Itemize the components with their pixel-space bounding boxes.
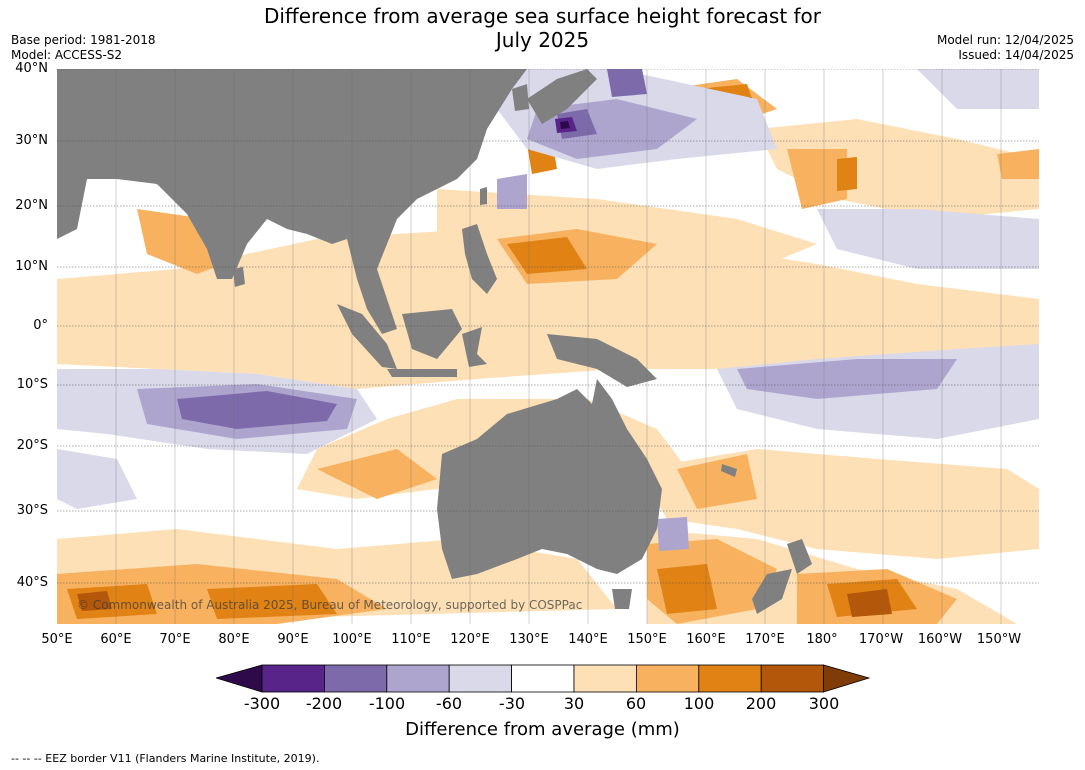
lon-label-110e: 110°E bbox=[391, 632, 431, 647]
map-title: Difference from average sea surface heig… bbox=[0, 4, 1085, 52]
colorbar-tick: 200 bbox=[745, 694, 777, 713]
lat-label-10s: 10°S bbox=[16, 377, 48, 392]
land-new-zealand-north bbox=[787, 539, 812, 574]
lat-label-20s: 20°S bbox=[16, 438, 48, 453]
land-asia bbox=[57, 69, 527, 334]
copyright-notice: © Commonwealth of Australia 2025, Bureau… bbox=[77, 598, 583, 612]
sea-level-map bbox=[57, 69, 1039, 624]
footer-note: -- -- -- EEZ border V11 (Flanders Marine… bbox=[11, 752, 320, 765]
lon-label-160e: 160°E bbox=[686, 632, 726, 647]
land-borneo bbox=[402, 309, 462, 359]
title-line-2: July 2025 bbox=[495, 28, 590, 52]
colorbar-swatch-10 bbox=[823, 664, 870, 693]
lon-label-120e: 120°E bbox=[450, 632, 490, 647]
land-new-zealand-south bbox=[752, 569, 792, 614]
lat-label-10n: 10°N bbox=[15, 259, 48, 274]
colorbar-tick: -30 bbox=[498, 694, 526, 713]
land-new-caledonia bbox=[721, 464, 737, 477]
title-line-1: Difference from average sea surface heig… bbox=[263, 4, 822, 28]
colorbar-swatch-7 bbox=[635, 664, 700, 693]
land-japan bbox=[527, 69, 597, 124]
model-name: Model: ACCESS-S2 bbox=[11, 48, 123, 62]
meridians bbox=[115, 69, 1002, 624]
colorbar-tick: 300 bbox=[808, 694, 840, 713]
base-period: Base period: 1981-2018 bbox=[11, 33, 156, 47]
lon-label-150e: 150°E bbox=[627, 632, 667, 647]
land-masses bbox=[57, 69, 812, 614]
lon-label-160w: 160°W bbox=[917, 632, 963, 647]
land-australia bbox=[437, 379, 662, 579]
lon-label-140e: 140°E bbox=[568, 632, 608, 647]
lon-label-60e: 60°E bbox=[100, 632, 132, 647]
colorbar-tick: 100 bbox=[683, 694, 715, 713]
colorbar-tick: -200 bbox=[305, 694, 343, 713]
lat-label-40s: 40°S bbox=[16, 575, 48, 590]
model-run-date: Model run: 12/04/2025 bbox=[936, 33, 1074, 47]
lon-label-70e: 70°E bbox=[159, 632, 191, 647]
land-tasmania bbox=[612, 589, 632, 609]
land-korea bbox=[512, 84, 529, 111]
model-info: Base period: 1981-2018 Model: ACCESS-S2 bbox=[11, 33, 156, 63]
lon-label-180: 180° bbox=[806, 632, 838, 647]
colorbar-swatch-4 bbox=[448, 664, 512, 693]
lon-label-150w: 150°W bbox=[976, 632, 1022, 647]
land-sri-lanka bbox=[233, 267, 245, 287]
run-info: Model run: 12/04/2025 Issued: 14/04/2025 bbox=[937, 33, 1074, 63]
colorbar-label: Difference from average (mm) bbox=[405, 719, 680, 740]
lat-label-equator: 0° bbox=[33, 318, 48, 333]
colorbar-swatch-3 bbox=[386, 664, 450, 693]
colorbar-swatch-2 bbox=[324, 664, 388, 693]
land-java bbox=[387, 369, 457, 377]
lon-label-90e: 90°E bbox=[277, 632, 309, 647]
colorbar-tick: -60 bbox=[435, 694, 463, 713]
land-taiwan bbox=[480, 187, 487, 205]
land-new-guinea bbox=[547, 334, 657, 387]
land-sulawesi bbox=[462, 327, 487, 367]
colorbar-tick: 60 bbox=[625, 694, 647, 713]
issued-date: Issued: 14/04/2025 bbox=[958, 48, 1074, 62]
lat-label-20n: 20°N bbox=[15, 198, 48, 213]
lon-label-50e: 50°E bbox=[41, 632, 73, 647]
colorbar-swatch-9 bbox=[760, 664, 825, 693]
lon-label-170w: 170°W bbox=[858, 632, 904, 647]
land-arabia bbox=[57, 179, 87, 239]
colorbar-swatch-5 bbox=[511, 664, 575, 693]
colorbar-tick: -100 bbox=[368, 694, 406, 713]
lon-label-170e: 170°E bbox=[745, 632, 785, 647]
land-philippines bbox=[462, 224, 497, 294]
lon-label-130e: 130°E bbox=[509, 632, 549, 647]
lat-label-30n: 30°N bbox=[15, 133, 48, 148]
colorbar-swatch-0 bbox=[216, 664, 263, 693]
colorbar-swatch-1 bbox=[261, 664, 325, 693]
lon-label-100e: 100°E bbox=[332, 632, 372, 647]
lat-label-40n: 40°N bbox=[15, 61, 48, 76]
lat-label-30s: 30°S bbox=[16, 503, 48, 518]
lon-label-80e: 80°E bbox=[218, 632, 250, 647]
colorbar-tick: 30 bbox=[563, 694, 585, 713]
colorbar-swatch-6 bbox=[573, 664, 637, 693]
colorbar bbox=[216, 664, 870, 693]
colorbar-tick: -300 bbox=[243, 694, 281, 713]
colorbar-swatch-8 bbox=[698, 664, 762, 693]
